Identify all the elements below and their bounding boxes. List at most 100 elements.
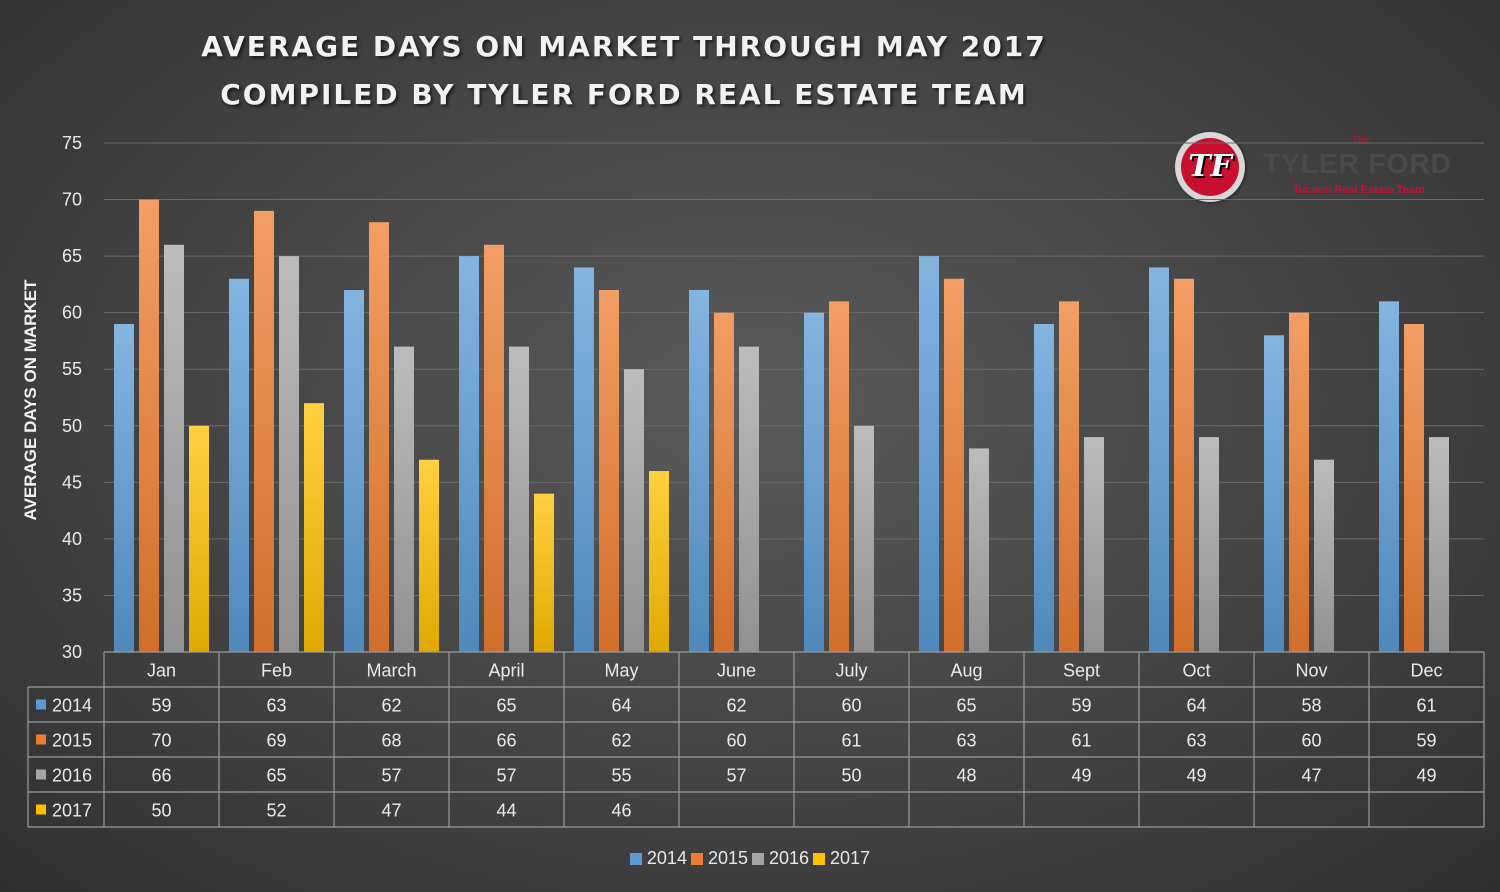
table-cell-value: 59 — [1416, 731, 1436, 751]
bar-2016 — [1429, 437, 1449, 652]
table-cell-value: 64 — [1186, 696, 1206, 716]
legend-label: 2015 — [707, 848, 748, 868]
bar-2014 — [804, 312, 824, 652]
x-tick-label: Sept — [1063, 661, 1100, 681]
bar-2016 — [509, 346, 529, 652]
table-cell-value: 47 — [1301, 766, 1321, 786]
table-cell-value: 63 — [266, 696, 286, 716]
table-cell-value: 60 — [841, 696, 861, 716]
bar-2015 — [1404, 323, 1424, 652]
x-tick-label: July — [835, 661, 867, 681]
tyler-ford-logo: TF The TYLER FORD Tucson Real Estate Tea… — [1175, 132, 1475, 202]
bar-2015 — [1174, 278, 1194, 652]
table-cell-value: 50 — [841, 766, 861, 786]
table-row-label: 2015 — [52, 731, 92, 751]
table-row-label: 2016 — [52, 766, 92, 786]
table-row-label: 2014 — [52, 696, 92, 716]
table-cell-value: 70 — [151, 731, 171, 751]
table-cell-value: 52 — [266, 801, 286, 821]
table-cell-value: 62 — [611, 731, 631, 751]
table-cell-value: 69 — [266, 731, 286, 751]
table-cell-value: 66 — [496, 731, 516, 751]
bar-2015 — [139, 199, 159, 653]
table-cell-value: 60 — [1301, 731, 1321, 751]
legend-label: 2016 — [769, 848, 810, 868]
bar-2014 — [1149, 267, 1169, 652]
logo-tagline: Tucson Real Estate Team — [1293, 184, 1425, 196]
table-cell-value: 64 — [611, 696, 631, 716]
bar-2016 — [279, 256, 299, 652]
y-tick-label: 35 — [62, 585, 82, 605]
table-cell-value: 66 — [151, 766, 171, 786]
table-cell-value: 65 — [266, 766, 286, 786]
bar-2015 — [714, 312, 734, 652]
bar-2015 — [599, 290, 619, 652]
bar-2014 — [229, 278, 249, 652]
y-tick-label: 50 — [62, 416, 82, 436]
x-tick-label: Oct — [1182, 661, 1210, 681]
table-cell-value: 60 — [726, 731, 746, 751]
table-cell-value: 68 — [381, 731, 401, 751]
table-legend-swatch — [36, 734, 46, 745]
bar-2014 — [689, 290, 709, 652]
table-cell-value: 57 — [496, 766, 516, 786]
table-cell-value: 62 — [726, 696, 746, 716]
table-legend-swatch — [36, 699, 46, 710]
x-tick-label: Dec — [1410, 661, 1442, 681]
table-cell-value: 58 — [1301, 696, 1321, 716]
table-cell-value: 62 — [381, 696, 401, 716]
table-cell-value: 61 — [1071, 731, 1091, 751]
table-cell-value: 59 — [1071, 696, 1091, 716]
y-tick-label: 55 — [62, 359, 82, 379]
table-cell-value: 65 — [956, 696, 976, 716]
y-tick-label: 75 — [62, 133, 82, 153]
bar-2014 — [1034, 323, 1054, 652]
bar-2014 — [114, 323, 134, 652]
table-cell-value: 59 — [151, 696, 171, 716]
bar-2014 — [1264, 335, 1284, 652]
table-cell-value: 49 — [1416, 766, 1436, 786]
table-cell-value: 57 — [381, 766, 401, 786]
bar-2015 — [254, 210, 274, 652]
table-cell-value: 63 — [956, 731, 976, 751]
x-tick-label: Nov — [1295, 661, 1327, 681]
bar-2016 — [1314, 459, 1334, 652]
bar-2016 — [969, 448, 989, 652]
table-cell-value: 46 — [611, 801, 631, 821]
bar-2016 — [1199, 437, 1219, 652]
bar-2016 — [164, 244, 184, 653]
y-tick-label: 30 — [62, 642, 82, 662]
table-cell-value: 61 — [841, 731, 861, 751]
x-tick-label: Aug — [950, 661, 982, 681]
bar-2015 — [1289, 312, 1309, 652]
legend-item: 2014 — [629, 848, 687, 869]
logo-initials: TF — [1181, 138, 1239, 196]
bar-2015 — [369, 222, 389, 652]
bar-2014 — [919, 256, 939, 652]
table-cell-value: 44 — [496, 801, 516, 821]
y-tick-label: 65 — [62, 246, 82, 266]
table-row-label: 2017 — [52, 801, 92, 821]
bar-2017 — [534, 493, 554, 652]
bar-2017 — [419, 459, 439, 652]
bar-2016 — [854, 425, 874, 652]
bar-2015 — [484, 244, 504, 653]
table-cell-value: 65 — [496, 696, 516, 716]
table-cell-value: 61 — [1416, 696, 1436, 716]
y-tick-label: 40 — [62, 529, 82, 549]
table-legend-swatch — [36, 804, 46, 815]
legend-label: 2014 — [646, 848, 687, 868]
y-tick-label: 70 — [62, 190, 82, 210]
x-tick-label: May — [604, 661, 638, 681]
y-tick-label: 60 — [62, 303, 82, 323]
table-cell-value: 49 — [1071, 766, 1091, 786]
chart-title: AVERAGE DAYS ON MARKET THROUGH MAY 2017 — [201, 30, 1047, 63]
bar-2017 — [189, 425, 209, 652]
legend-swatch — [690, 852, 703, 865]
table-cell-value: 55 — [611, 766, 631, 786]
bar-2017 — [649, 471, 669, 652]
legend-swatch — [629, 852, 642, 865]
bar-2016 — [624, 369, 644, 652]
bar-2014 — [574, 267, 594, 652]
